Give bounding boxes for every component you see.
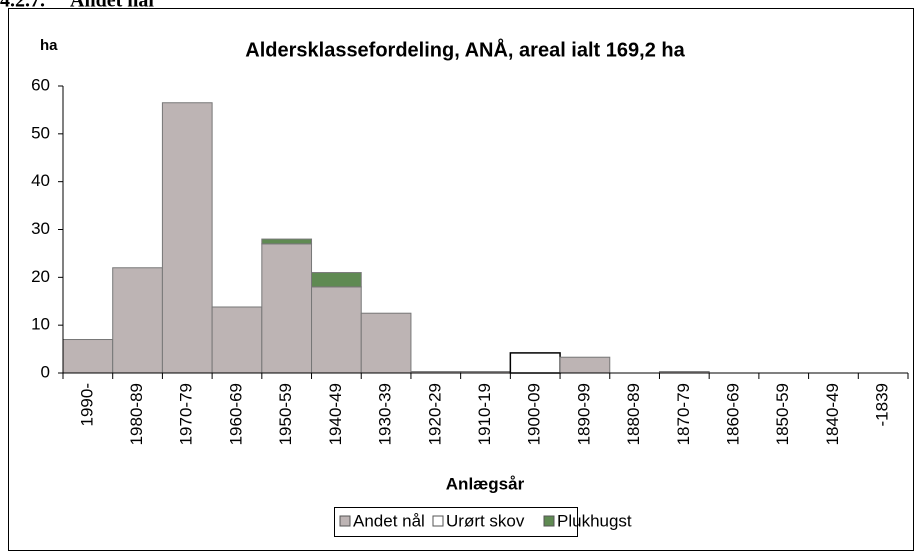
legend-swatch: [543, 515, 555, 527]
x-tick-label: 1920-29: [425, 383, 444, 445]
y-tick-label: 60: [31, 75, 50, 94]
x-tick-label: 1930-39: [376, 383, 395, 445]
bar-segment: [112, 267, 163, 374]
legend-swatch: [339, 515, 351, 527]
legend-label: Urørt skov: [446, 511, 525, 530]
x-tick-label: 1870-79: [674, 383, 693, 445]
x-tick-label: 1860-69: [724, 383, 743, 445]
x-tick-label: 1910-19: [475, 383, 494, 445]
bar-segment: [261, 243, 313, 374]
bar-segment: [311, 272, 362, 288]
bar-segment: [559, 356, 611, 374]
bar-segment: [261, 238, 313, 245]
bar-segment: [311, 286, 362, 374]
x-tick-label: 1840-49: [823, 383, 842, 445]
y-tick-label: 40: [31, 171, 50, 190]
y-tick-label: 30: [31, 219, 50, 238]
x-tick-label: 1950-59: [276, 383, 295, 445]
bar-segment: [360, 312, 412, 374]
x-tick-label: 1900-09: [525, 383, 544, 445]
x-axis-label: Anlægsår: [446, 474, 525, 493]
y-tick-label: 0: [41, 362, 50, 381]
bar-segment: [161, 102, 213, 374]
x-tick-label: 1880-89: [624, 383, 643, 445]
x-tick-label: 1890-99: [574, 383, 593, 445]
bar-segment: [211, 306, 263, 374]
legend-box: [334, 507, 578, 537]
bar-segment: [62, 339, 114, 374]
section-title: Andet nål: [70, 0, 154, 12]
x-tick-label: 1980-89: [127, 383, 146, 445]
x-tick-label: 1850-59: [773, 383, 792, 445]
y-tick-label: 20: [31, 267, 50, 286]
x-tick-label: 1970-79: [177, 383, 196, 445]
x-tick-label: -1839: [873, 383, 892, 426]
y-tick-label: 50: [31, 123, 50, 142]
y-axis-label: ha: [40, 37, 58, 54]
chart-title: Aldersklassefordeling, ANÅ, areal ialt 1…: [245, 37, 685, 61]
legend-label: Andet nål: [353, 511, 425, 530]
x-tick-label: 1960-69: [226, 383, 245, 445]
y-tick-label: 10: [31, 315, 50, 334]
bar-segment: [509, 352, 561, 374]
x-tick-label: 1990-: [77, 383, 96, 426]
section-number: 4.2.7.: [0, 0, 45, 12]
legend-swatch: [432, 515, 444, 527]
x-tick-label: 1940-49: [326, 383, 345, 445]
legend-label: Plukhugst: [557, 511, 632, 530]
